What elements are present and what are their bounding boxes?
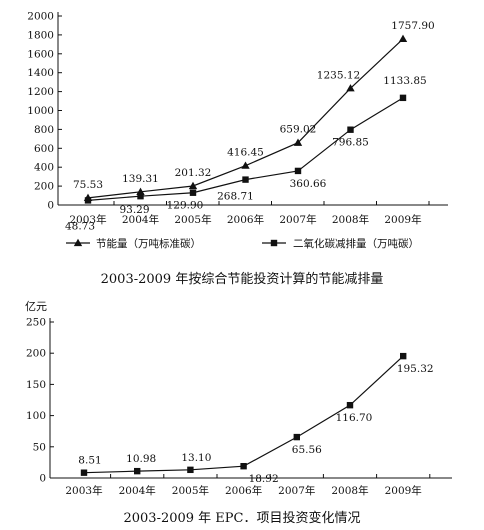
- chart-1-series-2-point: [84, 197, 92, 204]
- chart-1-series-2-point: [189, 189, 197, 196]
- chart-2-series-point: [293, 433, 300, 441]
- chart-1-data-label: 48.73: [65, 220, 95, 232]
- chart-2-data-label: 116.70: [336, 412, 373, 424]
- chart-1-data-label: 659.02: [280, 124, 317, 136]
- chart-1-data-label: 268.71: [217, 191, 254, 203]
- chart-2-x-tick-label: 2007年: [278, 484, 315, 497]
- chart-2-x-tick-label: 2008年: [331, 484, 368, 497]
- chart-2-y-tick-label: 200: [26, 348, 46, 360]
- chart-2-caption: 2003-2009 年 EPC．项目投资变化情况: [123, 510, 360, 526]
- chart-1-y-tick-label: 1400: [27, 67, 54, 79]
- chart-1-series-1: 75.53 139.31 201.32 416.45 659.02 1235.12 1757…: [73, 20, 435, 202]
- chart-2-y-tick-label: 250: [26, 317, 46, 329]
- chart-1-series-2-point: [242, 176, 249, 183]
- chart-1-series-2: 48.73 93.29 129.90 268.71 360.66 796.85 1133.8…: [65, 75, 427, 233]
- chart-2-y-tick-label: 150: [26, 379, 46, 391]
- chart-1-y-tick-label: 800: [34, 124, 54, 136]
- chart-1-y-tick-label: 1200: [27, 86, 54, 98]
- chart-1-caption: 2003-2009 年按综合节能投资计算的节能减排量: [101, 271, 384, 287]
- chart-2-data-label: 65.56: [292, 444, 322, 456]
- chart-1-series-1-point: [241, 161, 250, 169]
- chart-1-legend: 节能量（万吨标准碳） 二氧化碳减排量（万吨碳）: [66, 237, 419, 250]
- chart-1-y-tick-label: 0: [47, 200, 54, 212]
- chart-2: 亿元 0 50 100 150 200 250 2003年 2004年 2005年 2006年 200…: [25, 300, 452, 526]
- chart-1-y-tick-label: 2000: [27, 11, 54, 23]
- chart-1-data-label: 75.53: [73, 179, 103, 191]
- legend-1-marker: [73, 238, 83, 247]
- chart-2-data-label: 195.32: [397, 363, 434, 375]
- chart-1-data-label: 129.90: [167, 200, 204, 212]
- chart-1-y-tick-label: 600: [34, 143, 54, 155]
- chart-1-series-2-point: [399, 94, 407, 102]
- chart-1-series-2-point: [347, 126, 354, 133]
- chart-1-data-label: 93.29: [119, 204, 149, 216]
- chart-2-y-tick-label: 50: [33, 441, 46, 453]
- chart-1-y-tick-label: 1600: [27, 48, 54, 60]
- chart-2-x-tick-label: 2009年: [385, 484, 422, 497]
- chart-1-y-tick-label: 1800: [27, 29, 54, 41]
- chart-2-series-point: [240, 462, 247, 470]
- chart-1-series-1-point: [346, 84, 355, 92]
- chart-2-x-tick-label: 2004年: [119, 484, 156, 497]
- chart-1-x-tick-label: 2008年: [332, 213, 369, 226]
- chart-2-series-point: [80, 469, 88, 476]
- chart-1-series-2-point: [294, 167, 302, 175]
- chart-1-series-2-point: [137, 192, 144, 200]
- chart-1-data-label: 796.85: [332, 137, 369, 149]
- chart-2-x-tick-label: 2005年: [172, 484, 209, 497]
- chart-1-x-tick-label: 2004年: [122, 213, 159, 226]
- chart-1-series-1-point: [293, 138, 303, 146]
- chart-1-x-tick-label: 2006年: [227, 213, 264, 226]
- chart-1-y-tick-label: 400: [34, 162, 54, 174]
- chart-1-data-label: 1235.12: [317, 69, 360, 81]
- chart-1-data-label: 1757.90: [391, 20, 434, 32]
- legend-2-label: 二氧化碳减排量（万吨碳）: [293, 237, 419, 250]
- chart-1-data-label: 1133.85: [383, 75, 426, 87]
- chart-1-y-tick-label: 1000: [27, 105, 54, 117]
- chart-2-x-tick-label: 2006年: [225, 484, 262, 497]
- chart-2-data-label: 10.98: [126, 453, 156, 465]
- chart-1-y-tick-label: 200: [34, 181, 54, 193]
- chart-2-series-point: [346, 401, 354, 409]
- chart-2-data-label: 8.51: [78, 455, 101, 467]
- chart-1-data-label: 360.66: [290, 178, 327, 190]
- chart-2-x-tick-label: 2003年: [65, 484, 102, 497]
- chart-2-series-point: [187, 466, 194, 474]
- chart-1-x-tick-label: 2009年: [384, 213, 421, 226]
- chart-1-series-1-point: [188, 181, 198, 190]
- chart-1-x-tick-label: 2007年: [279, 213, 316, 226]
- chart-1-series-1-point: [398, 34, 408, 43]
- legend-2-marker: [270, 239, 278, 247]
- chart-2-series-point: [400, 352, 407, 360]
- chart-2-series-point: [134, 467, 141, 475]
- chart-2-data-label: 18.92: [249, 473, 279, 485]
- chart-1: 0 200 400 600 800 1000 1200 1400 1600 1800 2000 200…: [27, 11, 448, 287]
- chart-1-data-label: 139.31: [122, 173, 159, 185]
- chart-1-data-label: 416.45: [227, 147, 264, 159]
- chart-1-x-tick-label: 2003年: [69, 213, 106, 226]
- chart-1-x-tick-label: 2005年: [174, 213, 211, 226]
- chart-2-data-label: 13.10: [181, 452, 211, 464]
- chart-1-data-label: 201.32: [175, 167, 212, 179]
- chart-2-series-1: 8.51 10.98 13.10 18.92 65.56 116.70 195.32: [78, 352, 434, 485]
- chart-2-y-axis-label: 亿元: [25, 300, 47, 313]
- chart-2-y-tick-label: 100: [26, 410, 46, 422]
- chart-2-y-tick-label: 0: [39, 473, 46, 485]
- legend-1-label: 节能量（万吨标准碳）: [96, 237, 201, 250]
